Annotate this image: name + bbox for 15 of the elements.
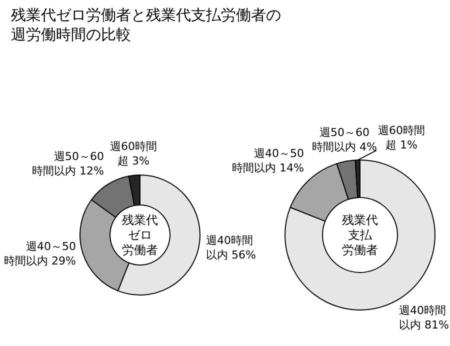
slice-label: 週40時間以内 56% bbox=[206, 234, 256, 262]
text: 残業代 bbox=[342, 213, 378, 227]
slice-label: 週50～60時間以内 4% bbox=[312, 126, 377, 154]
slice-label: 週50～60時間以内 12% bbox=[32, 150, 104, 178]
slice-label: 週60時間超 1% bbox=[378, 124, 425, 152]
slice-label: 週40時間以内 81% bbox=[399, 304, 449, 332]
chart-title: 残業代ゼロ労働者と残業代支払労働者の週労働時間の比較 bbox=[11, 6, 281, 44]
text: 支払 bbox=[348, 228, 373, 242]
text: ゼロ bbox=[128, 228, 152, 242]
text: 労働者 bbox=[342, 243, 378, 257]
slice-label: 週60時間超 3% bbox=[110, 140, 157, 168]
text: 労働者 bbox=[122, 243, 158, 257]
slice-label: 週40～50時間以内 29% bbox=[4, 240, 76, 268]
text: 残業代 bbox=[122, 213, 158, 227]
slice-label: 週40～50時間以内 14% bbox=[232, 147, 304, 174]
